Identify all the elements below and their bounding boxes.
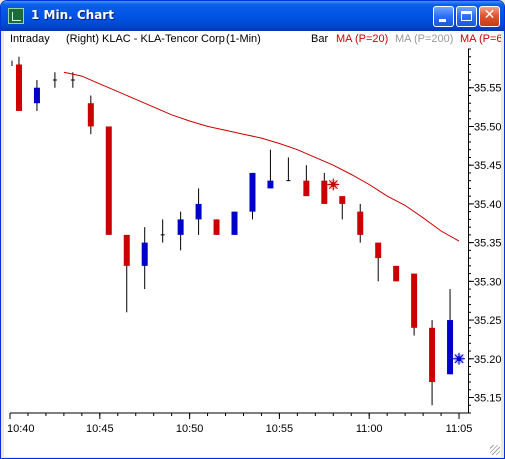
maximize-icon (461, 11, 472, 21)
y-tick-label: 35.50 (474, 121, 501, 133)
x-tick-label: 10:50 (176, 423, 204, 435)
header-interval: (1-Min) (226, 33, 261, 45)
legend-ma-20[interactable]: MA (P=20) (336, 33, 388, 45)
candle-body[interactable] (447, 320, 454, 375)
candle-body[interactable] (15, 64, 22, 111)
legend-bar[interactable]: Bar (311, 33, 328, 45)
window-title: 1 Min. Chart (31, 8, 114, 22)
y-tick-label: 35.30 (474, 276, 501, 288)
y-tick-label: 35.25 (474, 315, 501, 327)
candle-body[interactable] (123, 234, 130, 266)
title-bar[interactable]: 1 Min. Chart ✕ (1, 1, 504, 31)
header-mode: Intraday (10, 33, 50, 45)
signal-marker-dot[interactable] (456, 356, 462, 362)
x-tick-label: 10:45 (86, 423, 114, 435)
chart-app-icon[interactable] (8, 8, 24, 24)
y-tick-label: 35.45 (474, 160, 501, 172)
y-tick-label: 35.55 (474, 83, 501, 95)
candle-body[interactable] (321, 180, 328, 204)
price-chart[interactable]: Intraday (Right) KLAC - KLA-Tencor Corp … (4, 31, 501, 457)
x-tick-label: 10:55 (266, 423, 294, 435)
candle-body[interactable] (339, 196, 346, 204)
candle-body[interactable] (213, 219, 220, 235)
candle-body[interactable] (195, 203, 202, 220)
signal-marker-icon[interactable] (452, 352, 466, 365)
signal-marker-dot[interactable] (330, 182, 336, 188)
signal-marker-icon[interactable] (327, 178, 340, 191)
candle-body[interactable] (141, 242, 148, 266)
header-symbol: KLAC - KLA-Tencor Corp (102, 33, 225, 45)
close-button[interactable]: ✕ (479, 6, 500, 27)
minimize-icon (439, 19, 446, 22)
ma-20-line (63, 71, 460, 242)
close-icon: ✕ (483, 7, 496, 23)
candle-body[interactable] (87, 103, 94, 127)
candle-body[interactable] (411, 273, 418, 328)
x-tick-label: 11:05 (446, 423, 473, 435)
candle-body[interactable] (105, 126, 112, 235)
legend-ma-6[interactable]: MA (P=6 (460, 33, 501, 45)
candle-body[interactable] (375, 242, 382, 259)
candle-body[interactable] (231, 211, 238, 235)
candle-body[interactable] (303, 180, 310, 197)
plot-layer: 10:40 10:45 10:50 10:55 11:00 11:05 35.15 35.20… (7, 48, 501, 435)
y-tick-label: 35.40 (474, 199, 501, 211)
candle-body[interactable] (249, 172, 256, 212)
x-tick-label: 10:40 (7, 423, 35, 435)
maximize-button[interactable] (456, 6, 477, 27)
candle-body[interactable] (177, 219, 184, 235)
legend-ma-200[interactable]: MA (P=200) (395, 33, 453, 45)
x-tick-label: 11:00 (356, 423, 383, 435)
y-tick-label: 35.35 (474, 238, 501, 250)
minimize-button[interactable] (433, 6, 454, 27)
resize-grip-icon[interactable] (490, 445, 500, 455)
header-axis-side: (Right) (66, 33, 99, 45)
candle-body[interactable] (393, 265, 400, 282)
candle-body[interactable] (357, 211, 364, 235)
y-tick-label: 35.15 (474, 393, 501, 405)
candle-body[interactable] (33, 87, 40, 104)
candle-body[interactable] (429, 327, 436, 383)
y-tick-label: 35.20 (474, 354, 501, 366)
chart-area[interactable]: Intraday (Right) KLAC - KLA-Tencor Corp … (4, 31, 501, 457)
candle-body[interactable] (267, 180, 274, 189)
